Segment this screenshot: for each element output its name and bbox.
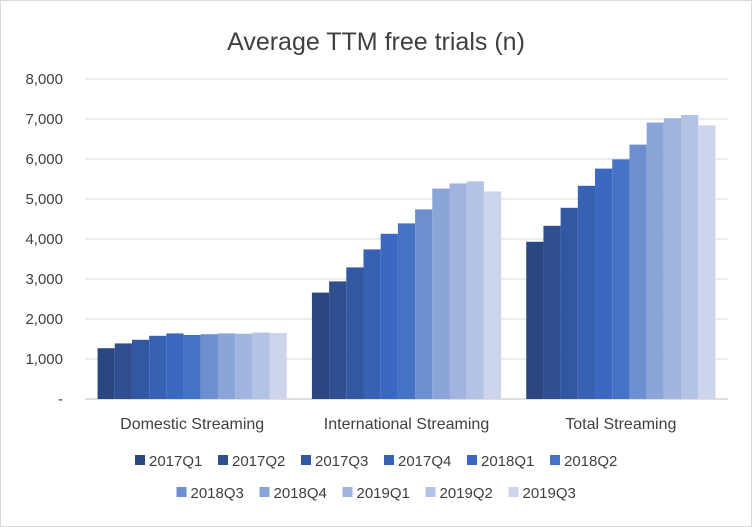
bar bbox=[449, 183, 467, 399]
y-tick-label: 1,000 bbox=[25, 351, 63, 368]
bar bbox=[663, 118, 682, 399]
legend-label: 2019Q2 bbox=[440, 485, 493, 502]
y-tick-label: 4,000 bbox=[25, 231, 63, 248]
bar bbox=[97, 348, 115, 399]
legend-swatch bbox=[508, 487, 519, 497]
legend-label: 2017Q4 bbox=[398, 453, 451, 470]
bar bbox=[543, 225, 561, 399]
legend-label: 2019Q3 bbox=[523, 485, 576, 502]
x-axis-categories: Domestic Streaming International Streamin… bbox=[120, 416, 676, 433]
bar bbox=[577, 185, 596, 399]
legend-swatch bbox=[259, 487, 270, 497]
legend-label: 2017Q1 bbox=[149, 453, 202, 470]
bar bbox=[560, 207, 578, 399]
legend-swatch bbox=[425, 487, 436, 497]
bar bbox=[681, 115, 699, 399]
legend-label: 2018Q3 bbox=[191, 485, 244, 502]
bar bbox=[183, 335, 201, 399]
y-tick-label: 6,000 bbox=[25, 151, 63, 168]
bar bbox=[397, 223, 416, 399]
bar bbox=[432, 188, 450, 399]
legend-swatch bbox=[384, 455, 394, 465]
bars bbox=[97, 115, 716, 400]
bar bbox=[235, 333, 253, 399]
x-category-label: International Streaming bbox=[324, 416, 489, 433]
bar bbox=[252, 332, 270, 399]
bar bbox=[466, 181, 484, 399]
bar bbox=[363, 249, 381, 399]
bar bbox=[698, 125, 716, 400]
legend-swatch bbox=[135, 455, 145, 465]
bar bbox=[166, 333, 184, 399]
x-category-label: Domestic Streaming bbox=[120, 416, 264, 433]
legend-label: 2019Q1 bbox=[357, 485, 410, 502]
bar bbox=[217, 333, 236, 399]
bar bbox=[380, 233, 398, 399]
legend-swatch bbox=[301, 455, 311, 465]
bar bbox=[200, 334, 218, 399]
y-tick-label: 2,000 bbox=[25, 311, 63, 328]
legend-label: 2017Q3 bbox=[315, 453, 368, 470]
bar bbox=[415, 209, 433, 399]
legend-label: 2018Q4 bbox=[274, 485, 327, 502]
bar bbox=[131, 339, 150, 399]
x-category-label: Total Streaming bbox=[565, 416, 676, 433]
legend-swatch bbox=[467, 455, 477, 465]
y-tick-label: - bbox=[58, 391, 63, 408]
y-tick-label: 7,000 bbox=[25, 111, 63, 128]
legend-label: 2018Q1 bbox=[481, 453, 534, 470]
bar bbox=[329, 281, 347, 399]
bar bbox=[114, 343, 132, 399]
bar bbox=[595, 168, 613, 399]
bar bbox=[612, 159, 630, 399]
legend: 2017Q1 2017Q2 2017Q3 2017Q4 2018Q1 2018Q2 2018… bbox=[135, 453, 617, 502]
bar bbox=[149, 335, 167, 399]
legend-swatch bbox=[550, 455, 560, 465]
bar bbox=[526, 241, 544, 399]
bar bbox=[346, 267, 364, 399]
bar bbox=[483, 191, 502, 399]
y-tick-label: 3,000 bbox=[25, 271, 63, 288]
y-axis-ticks: - 1,000 2,000 3,000 4,000 5,000 6,000 7,000 8,00… bbox=[25, 71, 63, 408]
chart-title: Average TTM free trials (n) bbox=[227, 28, 525, 56]
legend-swatch bbox=[176, 487, 187, 497]
bar bbox=[629, 144, 647, 399]
bar bbox=[269, 333, 287, 399]
bar bbox=[646, 122, 664, 399]
legend-label: 2017Q2 bbox=[232, 453, 285, 470]
legend-swatch bbox=[218, 455, 228, 465]
y-tick-label: 8,000 bbox=[25, 71, 63, 88]
legend-label: 2018Q2 bbox=[564, 453, 617, 470]
legend-swatch bbox=[342, 487, 353, 497]
bar bbox=[311, 292, 330, 399]
y-tick-label: 5,000 bbox=[25, 191, 63, 208]
